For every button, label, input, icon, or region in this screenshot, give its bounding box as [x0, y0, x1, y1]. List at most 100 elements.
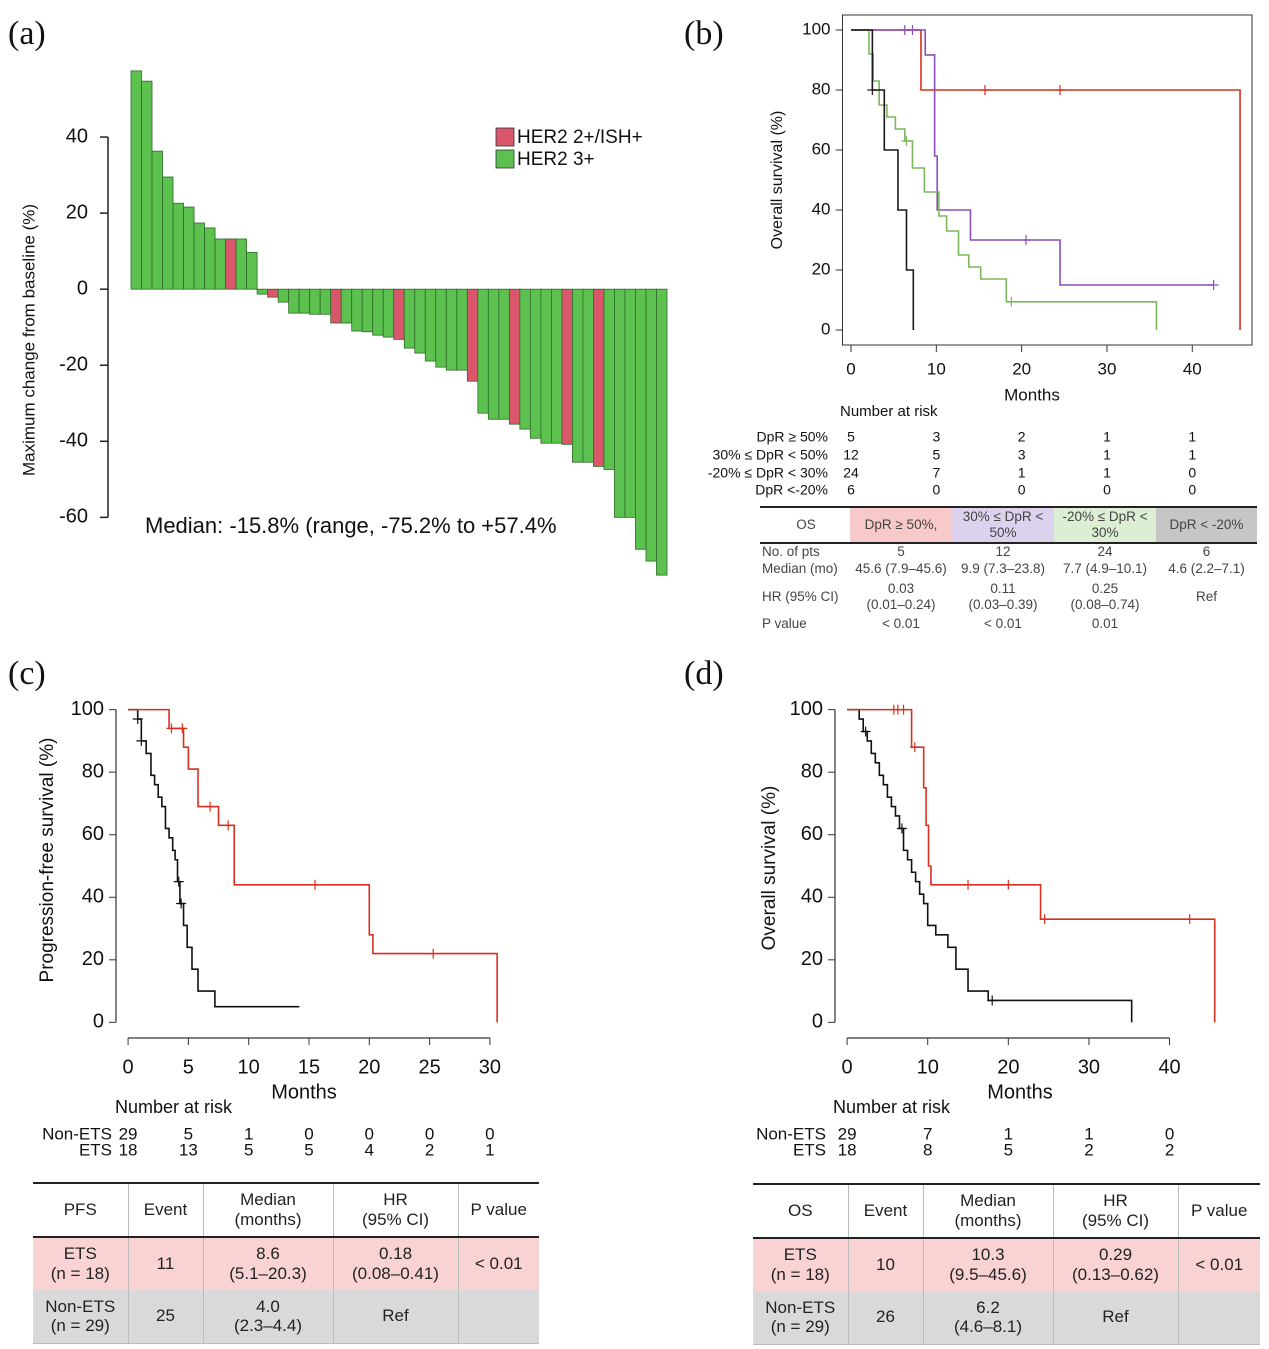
y-tick-label: 0 [812, 1011, 823, 1033]
bar [330, 288, 342, 324]
x-tick-label: 20 [358, 1056, 380, 1078]
censor-mark [1055, 85, 1066, 95]
panel-label: (a) [8, 15, 46, 52]
risk-value: 0 [1188, 465, 1196, 481]
summary-table: OS DpR ≥ 50%, 30% ≤ DpR < 50% -20% ≤ DpR < … [760, 506, 1257, 633]
survival-curve [847, 708, 1216, 1023]
risk-value: 7 [923, 1124, 932, 1143]
table-cell: No. of pts [762, 544, 820, 560]
table-cell: ETS (n = 18) [50, 1244, 110, 1283]
legend-label: HER2 3+ [517, 149, 595, 170]
y-tick-label: 20 [82, 948, 104, 970]
bar [424, 288, 437, 362]
header-cell: Median (months) [202, 1182, 333, 1238]
survival-curve [851, 29, 1158, 330]
legend-label: HER2 2+/ISH+ [517, 127, 643, 148]
censor-mark [1006, 296, 1017, 307]
risk-row-label: ETS [793, 1140, 826, 1159]
legend-swatch [495, 127, 515, 147]
y-axis-label: Overall survival (%) [769, 111, 786, 250]
bar [456, 288, 468, 371]
risk-row-label: DpR ≥ 50% [757, 429, 829, 445]
y-tick-label: 80 [812, 79, 831, 98]
risk-value: 0 [365, 1124, 374, 1143]
x-tick-label: 0 [842, 1056, 853, 1078]
censor-mark [1184, 914, 1195, 925]
table-cell: 45.6 (7.9–45.6) [855, 561, 947, 577]
censor-mark [166, 723, 177, 734]
risk-value: 29 [119, 1124, 138, 1143]
bar [172, 202, 184, 290]
risk-row-label: Non-ETS [42, 1124, 112, 1143]
summary-table: OS Event Median (months) HR (95% CI) P value… [753, 1183, 1260, 1345]
x-tick-label: 20 [1012, 359, 1031, 378]
header-row: PFS Event Median (months) HR (95% CI) P valu… [33, 1182, 539, 1238]
x-axis-label: Months [1004, 385, 1060, 404]
table-cell [1177, 1291, 1260, 1345]
risk-value: 5 [847, 429, 855, 445]
censor-mark [867, 85, 878, 95]
table-cell: 0.01 [1091, 616, 1119, 632]
risk-value: 7 [932, 465, 940, 481]
risk-value: 1 [485, 1140, 494, 1159]
header-cell: 30% ≤ DpR < 50% [952, 506, 1054, 544]
bar [256, 288, 269, 295]
y-tick-label: 20 [812, 259, 831, 278]
table-cell: 7.7 (4.9–10.1) [1062, 561, 1148, 577]
risk-value: 12 [843, 447, 859, 463]
table-cell [1156, 615, 1257, 633]
y-tick-label: -20 [59, 354, 88, 376]
y-tick-label: 60 [82, 823, 104, 845]
x-tick-label: 10 [238, 1056, 260, 1078]
risk-title: Number at risk [840, 403, 938, 420]
risk-value: 6 [847, 482, 855, 498]
risk-title: Number at risk [833, 1097, 951, 1117]
table-cell: 9.9 (7.3–23.8) [960, 561, 1046, 577]
risk-row-label: 30% ≤ DpR < 50% [713, 447, 828, 463]
table-cell: 5 [897, 544, 905, 560]
table-cell: 0.29 (0.13–0.62) [1052, 1238, 1178, 1291]
bar [435, 288, 447, 368]
y-tick-label: 40 [66, 125, 88, 147]
censor-mark [898, 704, 909, 715]
risk-value: 1 [1103, 447, 1111, 463]
table-cell: 24 [1097, 544, 1113, 560]
bar [529, 288, 542, 439]
risk-value: 5 [932, 447, 940, 463]
y-tick-label: -60 [59, 506, 88, 528]
bar [477, 288, 489, 414]
risk-value: 3 [932, 429, 940, 445]
risk-value: 0 [1018, 482, 1026, 498]
y-tick-label: 0 [77, 277, 88, 299]
table-cell: 4.0 (2.3–4.4) [202, 1290, 333, 1344]
table-row: HR (95% CI) 0.03 (0.01–0.24) 0.11 (0.03–0.… [760, 578, 1257, 615]
y-tick-label: 100 [790, 698, 823, 720]
table-cell: 0.03 (0.01–0.24) [866, 580, 936, 612]
censor-mark [901, 136, 912, 146]
bar [130, 70, 142, 290]
summary-table: PFS Event Median (months) HR (95% CI) P valu… [33, 1182, 539, 1344]
bar [235, 238, 248, 290]
censor-mark [979, 85, 990, 95]
bar [246, 251, 258, 290]
risk-value: 18 [119, 1140, 138, 1159]
table-cell: 25 [127, 1290, 203, 1344]
header-cell: -20% ≤ DpR < 30% [1054, 506, 1156, 544]
x-axis-label: Months [271, 1081, 337, 1103]
bar [593, 288, 605, 467]
bar [414, 288, 426, 354]
header-cell: P value [457, 1182, 539, 1238]
censor-mark [909, 742, 920, 753]
bar [277, 288, 290, 303]
table-cell: Ref [1052, 1291, 1178, 1345]
bar [540, 288, 552, 444]
table-cell: 0.18 (0.08–0.41) [332, 1237, 458, 1290]
risk-value: 13 [179, 1140, 198, 1159]
risk-value: 2 [1165, 1140, 1174, 1159]
header-cell: DpR ≥ 50%, [850, 506, 952, 544]
y-tick-label: 60 [812, 139, 831, 158]
y-tick-label: 20 [66, 201, 88, 223]
bar [151, 150, 163, 290]
bar [298, 288, 311, 314]
risk-value: 2 [1018, 429, 1026, 445]
